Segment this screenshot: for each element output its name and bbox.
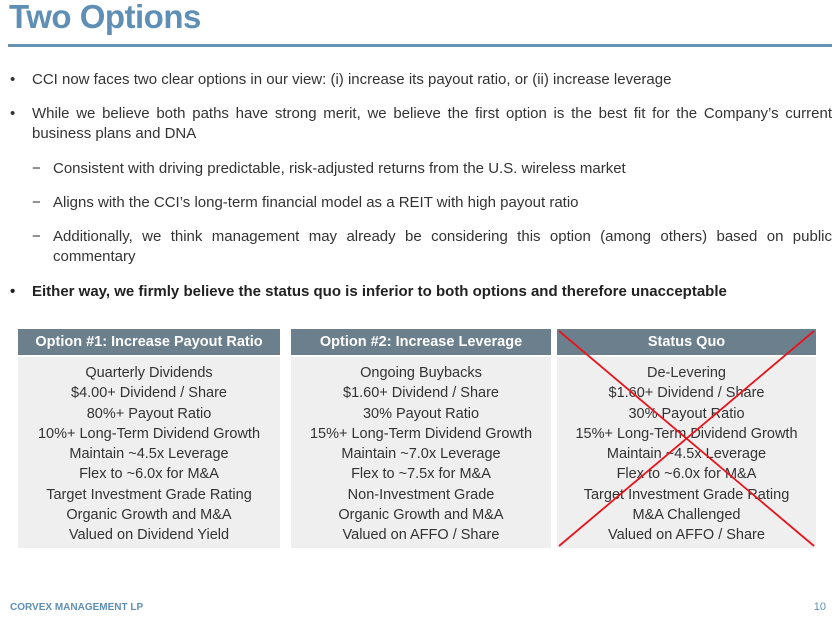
- bullet-marker: •: [10, 283, 16, 300]
- option-1-box: Option #1: Increase Payout Ratio Quarter…: [18, 329, 280, 548]
- option-item: Maintain ~4.5x Leverage: [69, 446, 229, 463]
- option-item: Valued on Dividend Yield: [68, 527, 230, 544]
- option-item: Quarterly Dividends: [85, 365, 213, 381]
- option-item: Valued on AFFO / Share: [608, 527, 765, 544]
- option-item: 10%+ Long-Term Dividend Growth: [37, 425, 261, 442]
- title-divider: [8, 44, 832, 47]
- bullet-marker: •: [10, 105, 16, 122]
- option-item: Target Investment Grade Rating: [583, 486, 790, 503]
- sub-bullet-item: − Additionally, we think management may a…: [10, 227, 832, 267]
- bullet-text: Either way, we firmly believe the status…: [32, 283, 727, 300]
- option-2-items: Ongoing Buybacks $1.60+ Dividend / Share 3…: [291, 357, 551, 546]
- footer-company: CORVEX MANAGEMENT LP: [10, 602, 144, 613]
- bullet-text: While we believe both paths have strong …: [32, 105, 832, 142]
- option-1-items: Quarterly Dividends $4.00+ Dividend / Sha…: [18, 357, 280, 546]
- status-quo-header: Status Quo: [557, 329, 816, 357]
- bullet-text: Additionally, we think management may al…: [53, 228, 832, 265]
- option-item: Valued on AFFO / Share: [342, 527, 500, 544]
- option-item: 15%+ Long-Term Dividend Growth: [309, 425, 533, 442]
- option-item: 30% Payout Ratio: [362, 405, 480, 422]
- option-item: Non-Investment Grade: [347, 486, 495, 503]
- dash-marker: −: [32, 194, 41, 211]
- sub-bullet-item: − Aligns with the CCI’s long-term financi…: [10, 193, 832, 213]
- option-1-header: Option #1: Increase Payout Ratio: [18, 329, 280, 357]
- sub-bullet-item: − Consistent with driving predictable, ri…: [10, 159, 832, 179]
- bullet-item-bold: • Either way, we firmly believe the statu…: [10, 282, 832, 302]
- bullet-item: • CCI now faces two clear options in our …: [10, 70, 832, 90]
- option-item: $4.00+ Dividend / Share: [71, 385, 227, 402]
- option-item: Ongoing Buybacks: [360, 365, 482, 381]
- option-item: 15%+ Long-Term Dividend Growth: [575, 425, 798, 442]
- option-item: Maintain ~4.5x Leverage: [606, 446, 767, 463]
- option-item: 30% Payout Ratio: [628, 405, 745, 422]
- slide-title: Two Options: [9, 0, 201, 35]
- dash-marker: −: [32, 160, 41, 177]
- option-item: Flex to ~6.0x for M&A: [79, 466, 219, 483]
- option-2-header: Option #2: Increase Leverage: [291, 329, 551, 357]
- option-item: Maintain ~7.0x Leverage: [341, 446, 501, 463]
- option-2-box: Option #2: Increase Leverage Ongoing Buy…: [291, 329, 551, 548]
- option-item: Flex to ~7.5x for M&A: [351, 466, 491, 483]
- status-quo-items: De-Levering $1.60+ Dividend / Share 30% Pa…: [557, 357, 816, 546]
- option-item: $1.60+ Dividend / Share: [608, 385, 765, 402]
- option-item: Organic Growth and M&A: [338, 507, 504, 524]
- option-item: Flex to ~6.0x for M&A: [616, 466, 757, 483]
- option-item: 80%+ Payout Ratio: [86, 405, 212, 422]
- bullet-item: • While we believe both paths have strong…: [10, 104, 832, 144]
- bullet-text: Aligns with the CCI’s long-term financia…: [53, 194, 579, 211]
- bullet-text: Consistent with driving predictable, ris…: [53, 160, 626, 177]
- option-item: Organic Growth and M&A: [66, 507, 232, 524]
- dash-marker: −: [32, 228, 41, 245]
- option-item: M&A Challenged: [632, 507, 741, 524]
- bullet-text: CCI now faces two clear options in our v…: [32, 71, 672, 88]
- option-item: Target Investment Grade Rating: [46, 486, 252, 503]
- option-item: De-Levering: [647, 365, 726, 381]
- bullet-marker: •: [10, 71, 16, 88]
- option-item: $1.60+ Dividend / Share: [343, 385, 499, 402]
- cross-out-icon: [558, 330, 815, 547]
- bullet-list: • CCI now faces two clear options in our …: [10, 69, 832, 302]
- page-number: 10: [813, 601, 826, 613]
